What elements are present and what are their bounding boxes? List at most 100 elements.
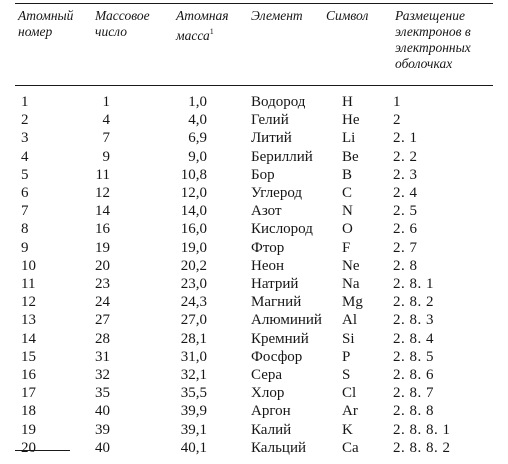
atomic-mass-cell: 23,0 — [180, 276, 207, 292]
table-row: 20 40 40,1 Кальций Ca 2. 8. 8. 2 — [0, 438, 508, 458]
element-symbol-cell: C — [342, 185, 353, 201]
atomic-mass-cell: 10,8 — [180, 166, 207, 183]
atomic-number-cell: 8 — [21, 221, 29, 238]
mass-number-cell: 4 — [102, 112, 111, 129]
electron-configuration-cell: 2. 8. 3 — [393, 312, 434, 329]
header-symbol: Символ — [326, 8, 369, 23]
table-row: 18 40 39,9 Аргон Ar 2. 8. 8 — [0, 401, 508, 421]
mass-number-cell: 31 — [95, 348, 110, 365]
mass-number-cell: 23 — [95, 276, 110, 292]
atomic-mass-cell: 16,0 — [180, 221, 207, 238]
table-row: 10 20 20,2 Неон Ne 2. 8 — [0, 256, 508, 276]
atomic-mass-cell: 39,9 — [180, 403, 207, 420]
mass-number-cell: 16 — [95, 221, 110, 238]
table-row: 7 14 14,0 Азот N 2. 5 — [0, 201, 508, 221]
table-row: 1 1 1,0 Водород H 1 — [0, 92, 508, 112]
atomic-mass-cell: 24,3 — [180, 294, 207, 311]
electron-configuration-cell: 2. 8. 2 — [393, 294, 434, 311]
element-symbol-cell: N — [342, 203, 353, 220]
table-row: 16 32 32,1 Сера S 2. 8. 6 — [0, 365, 508, 385]
element-name-cell: Аргон — [251, 403, 291, 420]
atomic-number-cell: 11 — [21, 276, 36, 292]
electron-configuration-cell: 2. 7 — [393, 239, 418, 256]
atomic-mass-cell: 19,0 — [180, 239, 207, 256]
atomic-mass-cell: 12,0 — [180, 185, 207, 201]
mass-number-cell: 24 — [95, 294, 110, 311]
atomic-mass-cell: 27,0 — [180, 312, 207, 329]
atomic-number-cell: 12 — [21, 294, 36, 311]
table-row: 14 28 28,1 Кремний Si 2. 8. 4 — [0, 329, 508, 349]
mass-number-cell: 11 — [95, 166, 110, 183]
table-row: 15 31 31,0 Фосфор P 2. 8. 5 — [0, 347, 508, 367]
atomic-mass-cell: 6,9 — [188, 130, 207, 147]
element-symbol-cell: Al — [342, 312, 357, 329]
element-name-cell: Бор — [251, 166, 275, 183]
element-symbol-cell: Ar — [342, 403, 358, 420]
element-symbol-cell: Ca — [342, 439, 359, 456]
mass-number-cell: 14 — [95, 203, 110, 220]
table-row: 8 16 16,0 Кислород O 2. 6 — [0, 219, 508, 239]
table-row: 17 35 35,5 Хлор Cl 2. 8. 7 — [0, 383, 508, 403]
electron-configuration-cell: 2. 8. 6 — [393, 367, 434, 383]
electron-configuration-cell: 2. 8. 1 — [393, 276, 434, 292]
element-name-cell: Углерод — [251, 185, 303, 201]
electron-configuration-cell: 2. 8. 8 — [393, 403, 434, 420]
atomic-mass-cell: 31,0 — [180, 348, 207, 365]
element-symbol-cell: Li — [342, 130, 356, 147]
element-symbol-cell: Si — [342, 330, 355, 347]
element-name-cell: Фосфор — [251, 348, 303, 365]
mass-number-cell: 9 — [102, 148, 111, 165]
element-name-cell: Магний — [251, 294, 302, 311]
atomic-number-cell: 19 — [21, 421, 36, 438]
element-symbol-cell: B — [342, 166, 353, 183]
header-atomic-mass-footnote: 1 — [209, 27, 214, 36]
table-row: 2 4 4,0 Гелий He 2 — [0, 110, 508, 130]
atomic-number-cell: 5 — [21, 166, 29, 183]
element-symbol-cell: H — [342, 94, 353, 110]
mass-number-cell: 20 — [95, 257, 110, 274]
mass-number-cell: 40 — [95, 439, 110, 456]
atomic-mass-cell: 28,1 — [180, 330, 207, 347]
electron-configuration-cell: 2. 3 — [393, 166, 418, 183]
electron-configuration-cell: 2. 8. 5 — [393, 348, 434, 365]
atomic-mass-cell: 39,1 — [180, 421, 207, 438]
element-name-cell: Натрий — [251, 276, 299, 292]
electron-configuration-cell: 2. 8 — [393, 257, 418, 274]
electron-configuration-cell: 2. 6 — [393, 221, 418, 238]
atomic-number-cell: 3 — [21, 130, 29, 147]
table-row: 9 19 19,0 Фтор F 2. 7 — [0, 238, 508, 258]
atomic-mass-cell: 9,0 — [188, 148, 207, 165]
element-name-cell: Фтор — [251, 239, 285, 256]
table-row: 13 27 27,0 Алюминий Al 2. 8. 3 — [0, 310, 508, 330]
atomic-number-cell: 2 — [21, 112, 29, 129]
element-name-cell: Сера — [251, 367, 283, 383]
mass-number-cell: 7 — [102, 130, 111, 147]
element-symbol-cell: O — [342, 221, 353, 238]
element-name-cell: Азот — [251, 203, 282, 220]
atomic-number-cell: 16 — [21, 367, 36, 383]
header-mass-number: Массовое число — [95, 8, 150, 39]
atomic-number-cell: 14 — [21, 330, 36, 347]
electron-configuration-cell: 2. 8. 7 — [393, 385, 434, 402]
element-symbol-cell: Ne — [342, 257, 360, 274]
element-symbol-cell: S — [342, 367, 351, 383]
element-symbol-cell: Mg — [342, 294, 363, 311]
atomic-number-cell: 13 — [21, 312, 36, 329]
atomic-number-cell: 15 — [21, 348, 36, 365]
element-symbol-cell: P — [342, 348, 351, 365]
atomic-number-cell: 6 — [21, 185, 29, 201]
element-symbol-cell: Na — [342, 276, 360, 292]
atomic-number-cell: 10 — [21, 257, 36, 274]
element-name-cell: Кальций — [251, 439, 307, 456]
element-symbol-cell: F — [342, 239, 351, 256]
element-name-cell: Гелий — [251, 112, 289, 129]
element-symbol-cell: Cl — [342, 385, 357, 402]
footnote-rule — [15, 450, 70, 451]
electron-configuration-cell: 2. 5 — [393, 203, 418, 220]
atomic-number-cell: 18 — [21, 403, 36, 420]
electron-configuration-cell: 2. 8. 8. 1 — [393, 421, 451, 438]
header-atomic-mass: Атомная масса1 — [176, 8, 246, 44]
element-name-cell: Калий — [251, 421, 292, 438]
atomic-mass-cell: 1,0 — [188, 94, 207, 110]
